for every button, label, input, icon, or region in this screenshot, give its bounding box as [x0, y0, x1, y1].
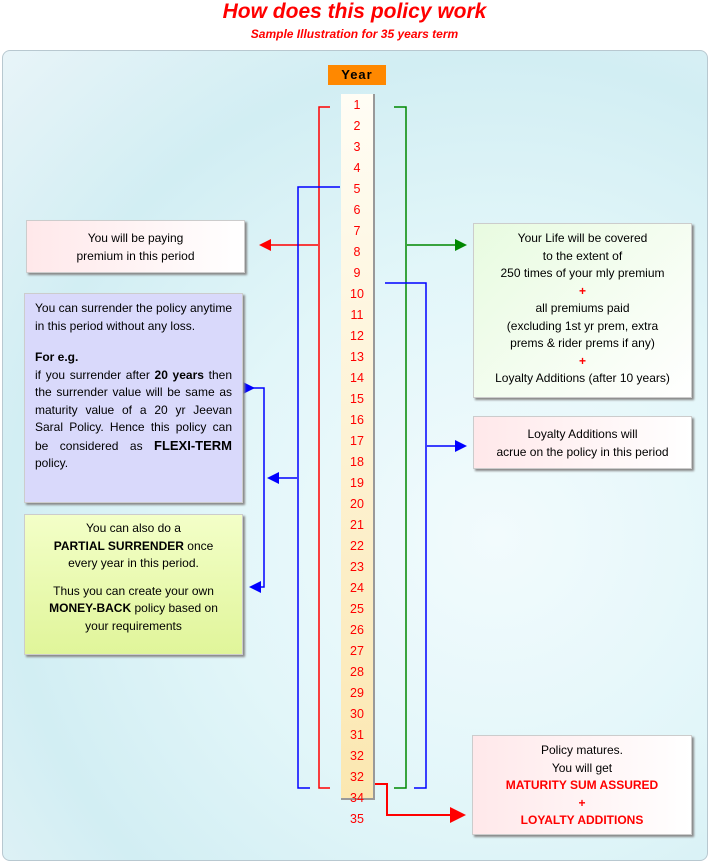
text: LOYALTY ADDITIONS	[520, 813, 644, 827]
year-cell: 19	[350, 476, 364, 490]
year-cell: 14	[350, 371, 364, 385]
text: For e.g.	[35, 350, 79, 364]
text: policy.	[35, 456, 69, 470]
text: every year in this period.	[68, 556, 199, 570]
text: You can also do a	[86, 521, 181, 535]
text: Your Life will be covered	[517, 231, 648, 245]
text: policy based on	[131, 601, 218, 615]
year-cell: 7	[353, 224, 361, 238]
year-cell: 8	[353, 245, 361, 259]
year-cell: 21	[350, 518, 364, 532]
year-cell: 15	[350, 392, 364, 406]
text: +	[578, 353, 586, 368]
maturity-arrow	[375, 783, 466, 823]
year-cell: 29	[350, 686, 364, 700]
text: MONEY-BACK	[49, 601, 132, 615]
text: 250 times of your mly premium	[500, 266, 665, 280]
year-cell: 17	[350, 434, 364, 448]
text: Policy matures.	[540, 743, 624, 757]
partial-surrender-box: You can also do a PARTIAL SURRENDER once…	[24, 514, 243, 655]
text: +	[578, 795, 586, 810]
page-subtitle: Sample Illustration for 35 years term	[250, 27, 459, 41]
year-cell: 1	[353, 98, 361, 112]
year-cell: 12	[350, 329, 364, 343]
surrender-box: You can surrender the policy anytime in …	[24, 293, 243, 503]
text: MATURITY SUM ASSURED	[505, 778, 659, 792]
text: FLEXI-TERM	[154, 437, 232, 453]
year-cell: 18	[350, 455, 364, 469]
year-column: 1 2 3 4 5 6 7 8 9 10 11 12 13 14 15 16 17 18 19 20 21 22 23 24 2…	[341, 94, 375, 826]
year-cell: 26	[350, 623, 364, 637]
year-cell: 3	[353, 140, 361, 154]
loyalty-bracket	[385, 282, 427, 789]
page-title: How does this policy work	[222, 0, 487, 23]
year-cell: 25	[350, 602, 364, 616]
year-cell: 6	[353, 203, 361, 217]
text: Loyalty Additions (after 10 years)	[495, 371, 670, 385]
text: then the surrender value will be same as…	[35, 367, 232, 453]
text: You will be paying	[87, 231, 184, 245]
year-header: Year	[328, 65, 386, 85]
year-cell: 10	[350, 287, 364, 301]
text: once	[183, 538, 214, 553]
text: if you surrender after	[35, 367, 155, 382]
premium-period-box: You will be paying premium in this perio…	[26, 220, 245, 273]
year-cell: 9	[353, 266, 361, 280]
year-cell: 4	[353, 161, 361, 175]
year-cell: 22	[350, 539, 364, 553]
year-cell: 35	[350, 812, 364, 826]
year-cell: 2	[353, 119, 361, 133]
text: premium in this period	[76, 248, 195, 263]
year-cell: 34	[350, 791, 364, 805]
text: to the extent of	[542, 248, 623, 263]
text: You can surrender the policy anytime in …	[35, 301, 233, 333]
text: +	[578, 283, 586, 298]
year-cell: 13	[350, 350, 364, 364]
text: (excluding 1st yr prem, extra	[506, 318, 659, 333]
text: Loyalty Additions will	[527, 427, 638, 441]
year-cell: 24	[350, 581, 364, 595]
premium-bracket	[318, 106, 330, 789]
partial-bracket	[243, 382, 265, 593]
text: 20 years	[154, 367, 204, 382]
surrender-bracket	[297, 186, 340, 789]
text: PARTIAL SURRENDER	[53, 538, 184, 553]
life-cover-box: Your Life will be covered to the extent …	[473, 223, 692, 398]
year-cell: 31	[350, 728, 364, 742]
year-cell: 32	[350, 770, 364, 784]
text: You will get	[551, 760, 613, 775]
cover-bracket	[394, 106, 407, 789]
year-cell: 16	[350, 413, 364, 427]
text: Thus you can create your own	[53, 583, 214, 598]
text: all premiums paid	[535, 301, 630, 315]
year-cell: 23	[350, 560, 364, 574]
loyalty-box: Loyalty Additions will acrue on the poli…	[473, 416, 692, 469]
year-cell: 30	[350, 707, 364, 721]
text: acrue on the policy in this period	[496, 444, 669, 459]
year-cell: 32	[350, 749, 364, 763]
year-cell: 20	[350, 497, 364, 511]
text: prems & rider prems if any)	[510, 336, 655, 350]
year-cell: 5	[353, 182, 361, 196]
year-cell: 11	[350, 308, 364, 322]
text: your requirements	[85, 618, 182, 633]
year-cell: 27	[350, 644, 364, 658]
year-cell: 28	[350, 665, 364, 679]
maturity-box: Policy matures. You will get MATURITY SU…	[472, 735, 692, 835]
